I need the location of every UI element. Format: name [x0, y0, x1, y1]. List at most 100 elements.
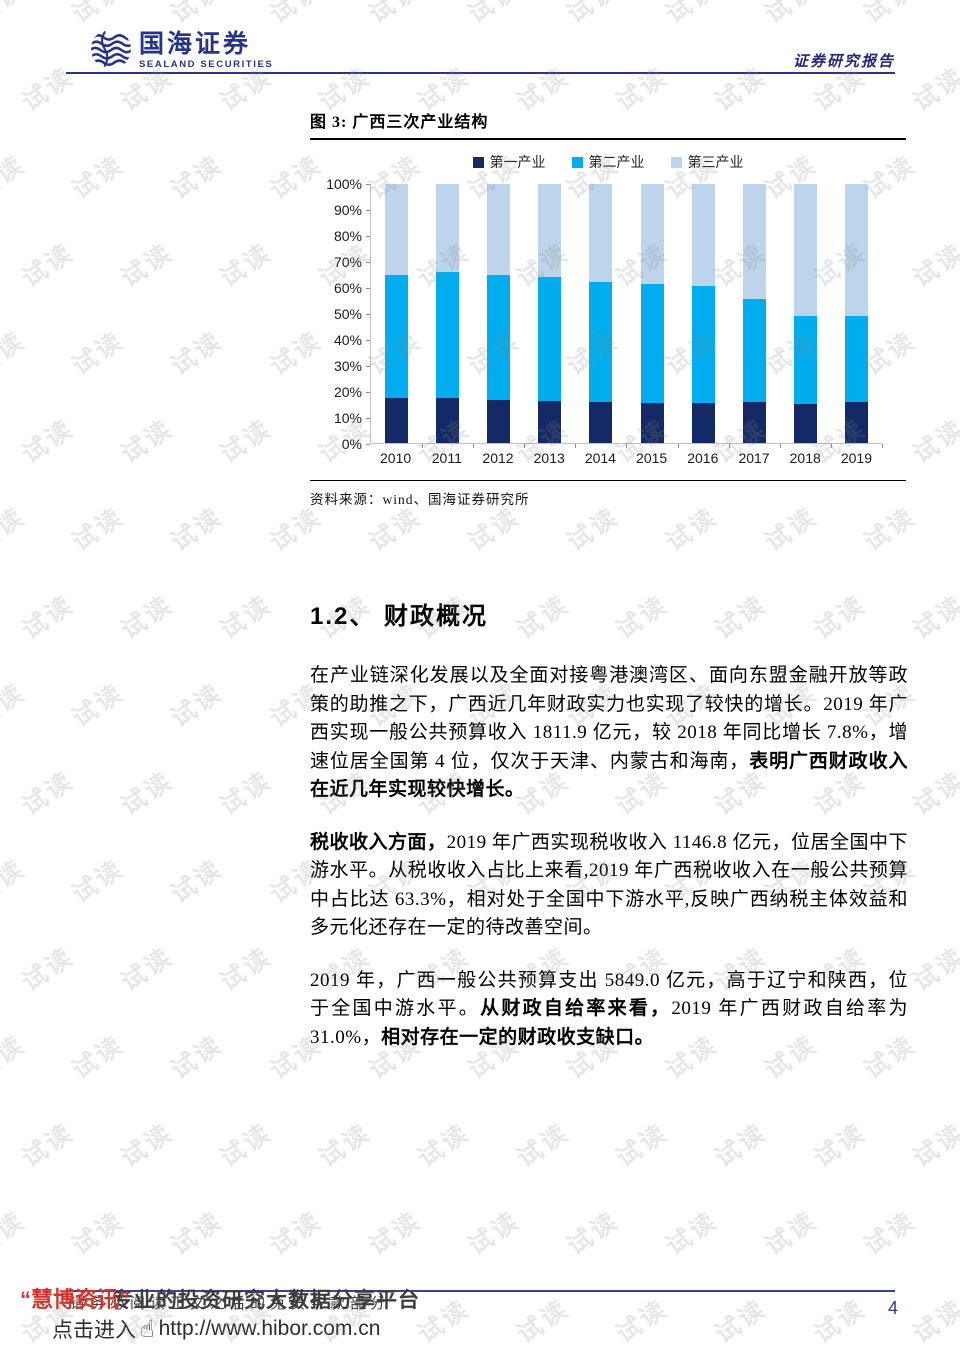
x-axis-label: 2018 — [789, 450, 821, 466]
figure-title: 图 3: 广西三次产业结构 — [310, 114, 489, 131]
watermark-text: 试读 — [17, 62, 80, 117]
plot-area — [370, 184, 884, 448]
paragraph: 在产业链深化发展以及全面对接粤港澳湾区、面向东盟金融开放等政策的助推之下，广西近… — [310, 662, 908, 805]
x-axis-label: 2019 — [840, 450, 872, 466]
bar-segment — [589, 281, 613, 403]
bar-segment — [385, 397, 409, 443]
footer-link-row: 点击进入 ☝ http://www.hibor.com.cn — [52, 1314, 380, 1344]
watermark-text: 试读 — [760, 1206, 823, 1261]
watermark-text: 试读 — [710, 1118, 773, 1173]
bar-group — [575, 184, 628, 448]
stacked-bar — [487, 184, 511, 443]
bar-segment — [385, 275, 409, 398]
bar-segment — [436, 397, 460, 443]
bar-group — [473, 184, 526, 448]
bar-segment — [538, 400, 562, 443]
watermark-text: 试读 — [661, 1206, 724, 1261]
stacked-bar — [793, 184, 817, 443]
bar-segment — [538, 184, 562, 277]
watermark-text: 试读 — [67, 678, 130, 733]
watermark-text: 试读 — [908, 414, 960, 469]
watermark-text: 试读 — [562, 1206, 625, 1261]
x-axis-label: 2012 — [482, 450, 514, 466]
paragraph-text-bold: 表明广西财政收入在近几年实现较快增长。 — [310, 750, 908, 801]
watermark-text: 试读 — [955, 1201, 960, 1262]
legend-swatch-icon — [670, 156, 682, 168]
stacked-bar — [691, 184, 715, 443]
watermark-text: 试读 — [166, 0, 229, 29]
figure-title-divider — [310, 138, 906, 140]
watermark-text: 试读 — [611, 590, 674, 645]
bar-segment — [436, 271, 460, 398]
page-number: 4 — [887, 1298, 898, 1318]
watermark-text: 试读 — [463, 0, 526, 29]
watermark-text: 试读 — [116, 942, 179, 997]
bar-segment — [436, 184, 460, 272]
bar-segment — [793, 184, 817, 317]
watermark-text: 试读 — [0, 502, 31, 557]
watermark-text: 试读 — [955, 673, 960, 734]
watermark-text: 试读 — [17, 590, 80, 645]
x-axis-label: 2016 — [687, 450, 719, 466]
watermark-text: 试读 — [661, 0, 724, 29]
watermark-text: 试读 — [364, 1206, 427, 1261]
watermark-text: 试读 — [215, 238, 278, 293]
watermark-text: 试读 — [67, 0, 130, 29]
bar-group — [780, 184, 832, 448]
company-logo: 国海证券 SEALAND SECURITIES — [90, 28, 273, 70]
watermark-text: 试读 — [463, 1206, 526, 1261]
watermark-text: 试读 — [955, 321, 960, 382]
x-axis-label: 2010 — [380, 450, 412, 466]
footer-brand: “慧博资讯” — [20, 1287, 131, 1312]
watermark-text: 试读 — [116, 414, 179, 469]
watermark-text: 试读 — [67, 1030, 130, 1085]
bar-segment — [691, 184, 715, 287]
watermark-text: 试读 — [166, 678, 229, 733]
bar-segment — [487, 399, 511, 443]
watermark-text: 试读 — [908, 942, 960, 997]
watermark-text: 试读 — [67, 1206, 130, 1261]
watermark-text: 试读 — [0, 1206, 31, 1261]
footer-url-link[interactable]: http://www.hibor.com.cn — [158, 1317, 381, 1340]
stacked-bar — [742, 184, 766, 443]
bar-group — [524, 184, 577, 448]
hand-pointer-icon: ☝ — [140, 1315, 155, 1343]
paragraph: 税收收入方面，2019 年广西实现税收收入 1146.8 亿元，位居全国中下游水… — [310, 829, 908, 943]
watermark-text: 试读 — [955, 497, 960, 558]
paragraph-text: 2019 年广西实现税收收入 1146.8 亿元，位居全国中下游水平。从税收收入… — [310, 831, 908, 939]
paragraph-text: 在产业链深化发展以及全面对接粤港澳湾区、面向东盟金融开放等政策的助推之下，广西近… — [310, 665, 908, 772]
footer-divider — [66, 1290, 895, 1292]
bar-segment — [640, 403, 664, 443]
bar-segment — [844, 401, 868, 443]
watermark-text: 试读 — [215, 766, 278, 821]
legend-label: 第一产业 — [489, 156, 546, 171]
company-name-en: SEALAND SECURITIES — [139, 59, 274, 70]
legend-item: 第一产业 — [472, 152, 546, 172]
report-type-label: 证券研究报告 — [792, 54, 895, 70]
watermark-text: 试读 — [215, 1118, 278, 1173]
footer-disclaimer: 请务必阅读正文之后的免责条款部分 — [70, 1296, 391, 1312]
bar-group — [626, 184, 679, 448]
watermark-text: 试读 — [512, 590, 575, 645]
bar-segment — [640, 184, 664, 285]
bar-segment — [793, 316, 817, 404]
x-axis-label: 2015 — [636, 450, 668, 466]
body-paragraphs: 在产业链深化发展以及全面对接粤港澳湾区、面向东盟金融开放等政策的助推之下，广西近… — [310, 662, 908, 1076]
watermark-text: 试读 — [166, 502, 229, 557]
watermark-text: 试读 — [710, 590, 773, 645]
watermark-text: 试读 — [215, 414, 278, 469]
bar-segment — [742, 184, 766, 299]
legend-label: 第三产业 — [687, 156, 744, 171]
legend-swatch-icon — [571, 156, 583, 168]
bar-segment — [538, 277, 562, 401]
watermark-text: 试读 — [562, 0, 625, 29]
bar-segment — [487, 275, 511, 400]
page-footer: 请务必阅读正文之后的免责条款部分 专业的投资研究大数据分享平台 “慧博资讯” 点… — [0, 1286, 960, 1357]
bar-group — [831, 184, 884, 448]
watermark-text: 试读 — [908, 766, 960, 821]
stacked-bar — [589, 184, 613, 443]
footer-slogan: 专业的投资研究大数据分享平台 — [112, 1289, 420, 1312]
watermark-text: 试读 — [116, 1118, 179, 1173]
watermark-text: 试读 — [908, 62, 960, 117]
